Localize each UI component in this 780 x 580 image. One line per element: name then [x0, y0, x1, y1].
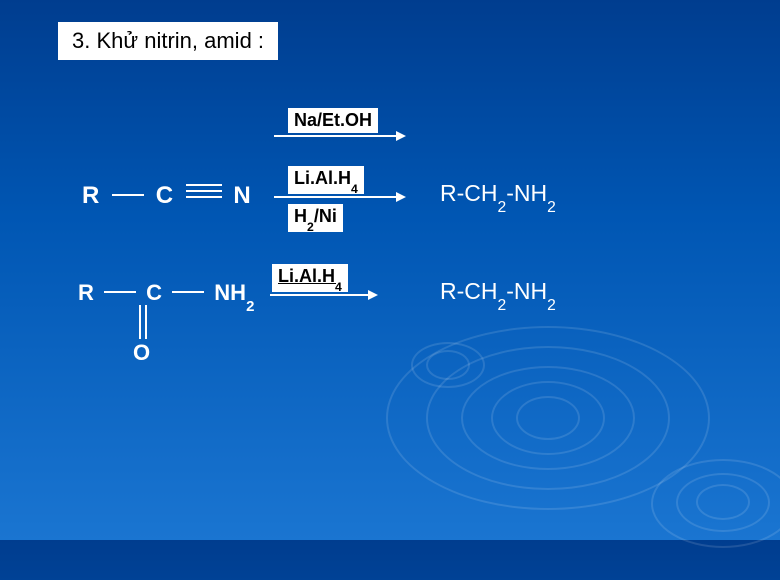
atom-c: C — [146, 280, 162, 305]
atom-c: C — [156, 182, 174, 209]
atom-o: O — [133, 340, 150, 366]
double-bond-icon — [136, 305, 150, 339]
nitrile-structure: R C N — [82, 182, 252, 210]
single-bond-icon — [104, 291, 136, 293]
reagent-lialh4-2: Li.Al.H4 — [272, 264, 348, 292]
atom-n: N — [233, 182, 251, 209]
atom-r: R — [78, 280, 94, 305]
arrow-icon — [270, 294, 376, 296]
background-ripples — [380, 280, 780, 580]
product-amine-1: R-CH2-NH2 — [440, 180, 556, 212]
single-bond-icon — [112, 194, 144, 196]
reagent-na-etoh: Na/Et.OH — [288, 108, 378, 133]
arrow-icon — [274, 135, 404, 137]
reagent-lialh4: Li.Al.H4 — [288, 166, 364, 194]
single-bond-icon — [172, 291, 204, 293]
atom-nh2: NH2 — [214, 280, 254, 305]
atom-r: R — [82, 182, 100, 209]
product-amine-2: R-CH2-NH2 — [440, 278, 556, 310]
reagent-h2-ni: H2/Ni — [288, 204, 343, 232]
slide-title: 3. Khử nitrin, amid : — [58, 22, 278, 60]
triple-bond-icon — [186, 182, 222, 200]
arrow-icon — [274, 196, 404, 198]
amide-structure: R C NH2 — [78, 280, 254, 309]
